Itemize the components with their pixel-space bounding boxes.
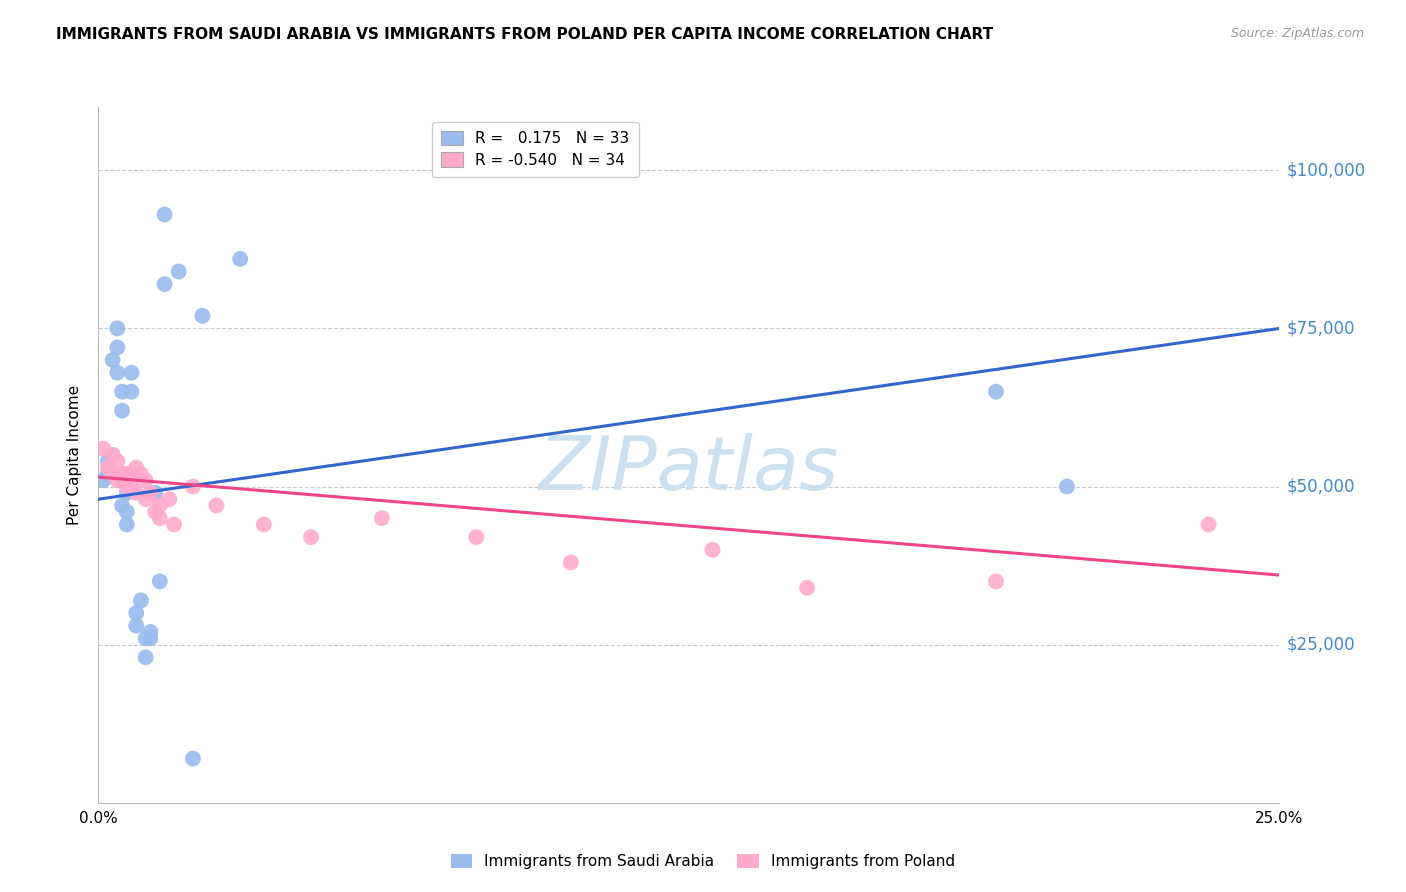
Point (97, 454, 120, 468)
Point (115, 517, 138, 532)
Point (105, 340, 128, 354)
Point (139, 486, 162, 500)
Point (1056, 479, 1078, 493)
Point (143, 505, 166, 519)
Point (115, 479, 138, 493)
Point (105, 321, 128, 335)
Point (97, 460, 120, 475)
Point (702, 542, 724, 557)
Point (135, 632, 157, 646)
Point (111, 403, 134, 417)
Point (125, 486, 148, 500)
Point (143, 486, 166, 500)
Point (163, 517, 186, 532)
Point (125, 618, 148, 632)
Point (135, 492, 157, 507)
Text: $50,000: $50,000 (1286, 477, 1355, 496)
Point (153, 277, 176, 292)
Point (121, 384, 143, 399)
Text: $75,000: $75,000 (1286, 319, 1355, 337)
Point (149, 499, 172, 513)
Point (115, 486, 138, 500)
Point (125, 606, 148, 620)
Point (149, 511, 172, 525)
Point (129, 467, 152, 481)
Point (465, 530, 488, 544)
Point (115, 505, 138, 519)
Point (129, 593, 152, 607)
Point (135, 650, 157, 665)
Point (191, 309, 214, 323)
Point (149, 574, 172, 589)
Point (101, 448, 124, 462)
Legend: Immigrants from Saudi Arabia, Immigrants from Poland: Immigrants from Saudi Arabia, Immigrants… (444, 847, 962, 875)
Point (91, 442, 114, 456)
Point (115, 467, 138, 481)
Point (91, 473, 114, 487)
Point (125, 460, 148, 475)
Point (101, 467, 124, 481)
Point (121, 479, 143, 493)
Point (97, 467, 120, 481)
Text: ZIPatlas: ZIPatlas (538, 433, 839, 505)
Point (229, 252, 252, 266)
Point (796, 581, 818, 595)
Point (1198, 517, 1220, 532)
Legend: R =   0.175   N = 33, R = -0.540   N = 34: R = 0.175 N = 33, R = -0.540 N = 34 (432, 121, 638, 178)
Point (121, 473, 143, 487)
Point (181, 479, 204, 493)
Point (371, 511, 394, 525)
Point (253, 517, 276, 532)
Point (181, 751, 204, 765)
Point (139, 625, 162, 640)
Text: Source: ZipAtlas.com: Source: ZipAtlas.com (1230, 27, 1364, 40)
Point (111, 473, 134, 487)
Point (105, 454, 128, 468)
Point (101, 448, 124, 462)
Point (135, 473, 157, 487)
Point (111, 467, 134, 481)
Point (560, 556, 582, 570)
Text: IMMIGRANTS FROM SAUDI ARABIA VS IMMIGRANTS FROM POLAND PER CAPITA INCOME CORRELA: IMMIGRANTS FROM SAUDI ARABIA VS IMMIGRAN… (56, 27, 994, 42)
Text: $100,000: $100,000 (1286, 161, 1365, 179)
Point (984, 384, 1007, 399)
Point (139, 632, 162, 646)
Text: $25,000: $25,000 (1286, 636, 1355, 654)
Y-axis label: Per Capita Income: Per Capita Income (67, 384, 83, 525)
Point (111, 499, 134, 513)
Point (121, 366, 143, 380)
Point (299, 530, 322, 544)
Point (205, 499, 228, 513)
Point (105, 366, 128, 380)
Point (157, 492, 180, 507)
Point (984, 574, 1007, 589)
Point (111, 384, 134, 399)
Point (105, 473, 128, 487)
Point (167, 264, 190, 278)
Point (153, 208, 176, 222)
Point (101, 353, 124, 368)
